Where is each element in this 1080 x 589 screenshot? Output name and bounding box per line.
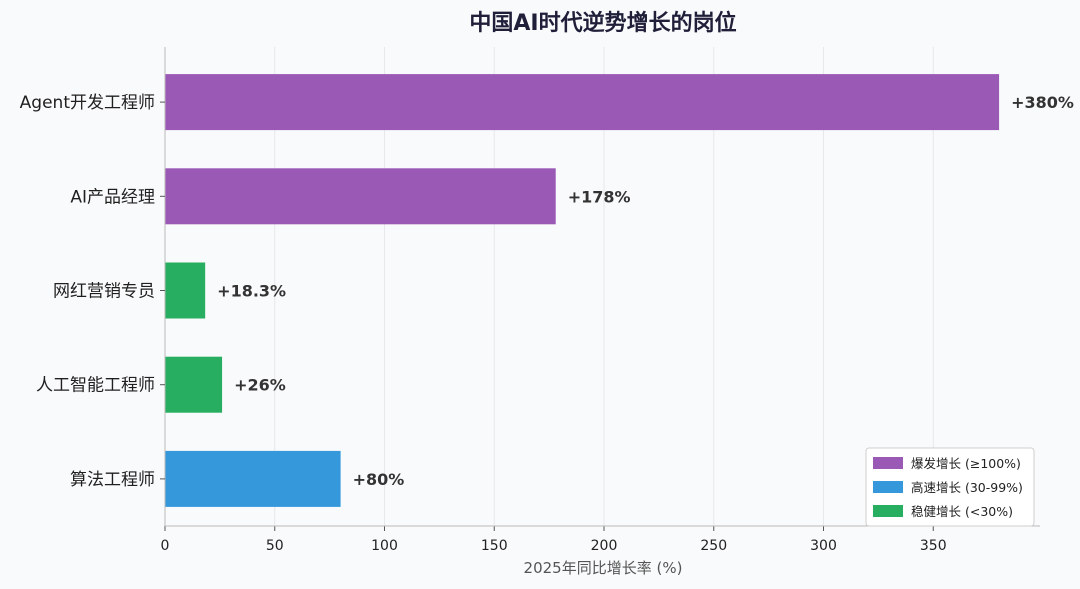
legend-box: [865, 447, 1035, 527]
bar: [165, 262, 206, 319]
data-label: +178%: [568, 187, 631, 206]
x-tick-label: 0: [161, 538, 170, 554]
x-tick-label: 50: [266, 538, 284, 554]
category-label: Agent开发工程师: [20, 93, 155, 113]
bar: [165, 356, 223, 413]
data-label: +380%: [1011, 93, 1074, 112]
data-label: +18.3%: [217, 282, 286, 301]
bar: [165, 74, 1000, 131]
x-tick-label: 150: [481, 538, 508, 554]
bar: [165, 450, 341, 507]
x-tick-label: 350: [920, 538, 947, 554]
legend: 爆发增长 (≥100%) 高速增长 (30-99%) 稳健增长 (<30%): [865, 447, 1035, 527]
category-label: 人工智能工程师: [36, 376, 155, 396]
data-label: +26%: [234, 376, 286, 395]
bars: Agent开发工程师 +380% AI产品经理 +178% 网红营销专员 +18.3% 人工…: [20, 74, 1074, 507]
bar: [165, 168, 556, 225]
x-tick-label: 300: [810, 538, 837, 554]
x-tick-label: 100: [371, 538, 398, 554]
legend-label: 稳健增长 (<30%): [911, 504, 1013, 519]
legend-label: 爆发增长 (≥100%): [911, 456, 1021, 471]
legend-swatch: [873, 505, 903, 517]
category-label: 算法工程师: [70, 470, 155, 490]
category-label: AI产品经理: [70, 187, 155, 207]
legend-swatch: [873, 481, 903, 493]
data-label: +80%: [353, 470, 405, 489]
legend-label: 高速增长 (30-99%): [911, 480, 1023, 495]
chart-title: 中国AI时代逆势增长的岗位: [469, 10, 736, 36]
x-tick-label: 250: [700, 538, 727, 554]
x-axis-label: 2025年同比增长率 (%): [524, 559, 683, 577]
category-label: 网红营销专员: [53, 282, 155, 302]
x-tick-label: 200: [591, 538, 618, 554]
legend-swatch: [873, 457, 903, 469]
